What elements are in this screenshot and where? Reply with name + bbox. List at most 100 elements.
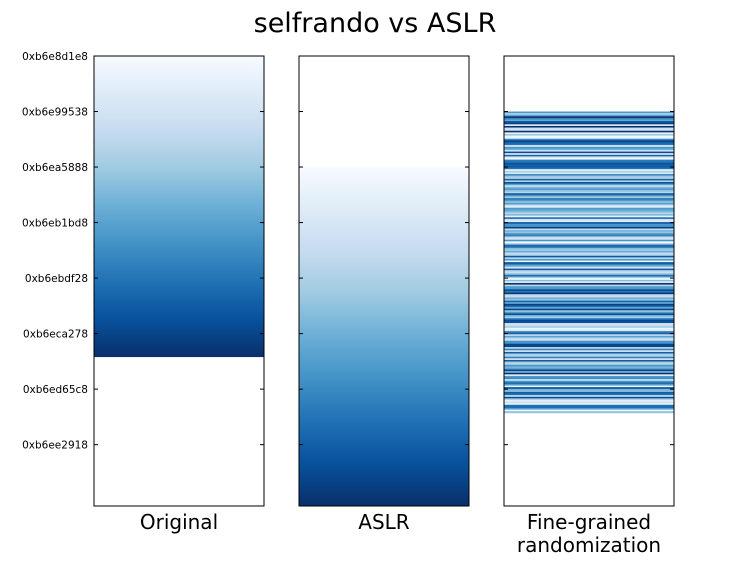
memory-stripe: [504, 196, 674, 199]
memory-stripe: [504, 300, 674, 303]
memory-stripe: [504, 206, 674, 209]
memory-stripe: [504, 233, 674, 236]
memory-stripe: [504, 137, 674, 140]
memory-stripe: [504, 186, 674, 189]
memory-gradient-band: [94, 56, 264, 358]
memory-stripe: [504, 318, 674, 321]
memory-stripe: [504, 225, 674, 228]
memory-stripe: [504, 140, 674, 143]
memory-stripe: [504, 198, 674, 201]
memory-stripe: [504, 125, 674, 128]
memory-stripe: [504, 138, 674, 141]
memory-stripe: [504, 170, 674, 173]
memory-stripe: [504, 182, 674, 185]
memory-stripe: [504, 302, 674, 305]
memory-stripe: [504, 375, 674, 378]
memory-stripe: [504, 390, 674, 393]
memory-gradient-band: [299, 167, 469, 507]
memory-stripe: [504, 194, 674, 197]
memory-stripe: [504, 340, 674, 343]
memory-stripe: [504, 276, 674, 279]
y-axis-ticks: 0xb6e8d1e8 0xb6e99538 0xb6ea5888 0xb6eb1bd8…: [22, 51, 674, 452]
memory-stripe: [504, 153, 674, 156]
memory-stripe: [504, 249, 674, 252]
memory-stripe: [504, 119, 674, 122]
panel-frame: [298, 55, 470, 507]
y-tick-label: 0xb6ea5888: [22, 162, 88, 174]
memory-stripe: [504, 383, 674, 386]
memory-stripe: [504, 199, 674, 202]
memory-stripe: [504, 223, 674, 226]
memory-stripe: [504, 361, 674, 364]
memory-stripe: [504, 358, 674, 361]
memory-stripe: [504, 305, 674, 308]
y-tick-label: 0xb6ed65c8: [23, 384, 88, 396]
memory-stripe: [504, 247, 674, 250]
memory-stripe: [504, 185, 674, 188]
memory-stripe: [504, 135, 674, 138]
memory-stripe: [504, 151, 674, 154]
memory-stripe: [504, 121, 674, 124]
panel-label: Fine-grained randomization: [517, 510, 661, 557]
memory-stripe: [504, 396, 674, 399]
memory-stripe: [504, 268, 674, 271]
memory-stripe: [504, 158, 674, 160]
panel-frame: [93, 55, 265, 507]
memory-stripe: [504, 177, 674, 180]
memory-stripe: [504, 175, 674, 178]
memory-stripe: [504, 226, 674, 229]
memory-stripe: [504, 127, 674, 130]
memory-stripe: [504, 257, 674, 260]
memory-stripe: [504, 241, 674, 244]
memory-stripe: [504, 289, 674, 292]
memory-stripe: [504, 274, 674, 277]
memory-stripe: [504, 281, 674, 284]
memory-stripe: [504, 217, 674, 220]
memory-stripe: [504, 191, 674, 194]
memory-stripe: [504, 174, 674, 177]
memory-stripe: [504, 399, 674, 402]
memory-stripe: [504, 345, 674, 348]
memory-stripe: [504, 310, 674, 313]
memory-stripe: [504, 291, 674, 293]
memory-stripe: [504, 393, 674, 396]
memory-stripe: [504, 355, 674, 358]
memory-stripe: [504, 124, 674, 127]
memory-stripe: [504, 348, 674, 351]
memory-stripe: [504, 164, 674, 167]
memory-stripe: [504, 162, 674, 165]
memory-stripe: [504, 287, 674, 290]
memory-stripe: [504, 218, 674, 221]
memory-stripe: [504, 321, 674, 324]
memory-stripe: [504, 406, 674, 409]
memory-stripe: [504, 244, 674, 247]
memory-stripe: [504, 145, 674, 148]
memory-stripe: [504, 230, 674, 233]
memory-stripe: [504, 116, 674, 119]
memory-stripe: [504, 260, 674, 263]
memory-stripe: [504, 201, 674, 204]
memory-stripe: [504, 133, 674, 136]
memory-stripe: [504, 407, 674, 410]
memory-stripe: [504, 347, 674, 350]
memory-stripe: [504, 294, 674, 297]
memory-stripe: [504, 262, 674, 265]
y-tick-label: 0xb6ebdf28: [25, 273, 88, 285]
memory-stripe: [504, 331, 674, 334]
y-tick-label: 0xb6eb1bd8: [22, 218, 88, 230]
memory-stripe: [504, 210, 674, 213]
memory-stripe: [504, 326, 674, 329]
memory-stripe: [504, 236, 674, 239]
memory-stripe: [504, 190, 674, 193]
memory-stripe: [504, 188, 674, 191]
memory-stripe: [504, 350, 674, 353]
memory-stripe: [504, 270, 674, 273]
memory-stripe: [504, 279, 674, 282]
memory-stripe: [504, 239, 674, 242]
memory-stripe: [504, 204, 674, 207]
memory-stripe: [504, 395, 674, 398]
memory-stripe: [504, 266, 674, 269]
memory-stripe: [504, 271, 674, 274]
memory-stripe: [504, 263, 674, 266]
